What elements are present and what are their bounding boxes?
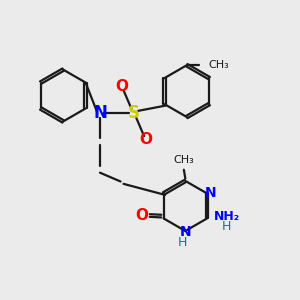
Text: N: N xyxy=(205,186,216,200)
Text: CH₃: CH₃ xyxy=(173,155,194,165)
Text: O: O xyxy=(139,132,152,147)
Text: O: O xyxy=(135,208,148,223)
Text: H: H xyxy=(221,220,231,233)
Text: O: O xyxy=(116,79,128,94)
Text: N: N xyxy=(179,225,191,239)
Text: N: N xyxy=(93,104,107,122)
Text: S: S xyxy=(128,104,140,122)
Text: NH₂: NH₂ xyxy=(214,211,241,224)
Text: CH₃: CH₃ xyxy=(208,60,229,70)
Text: H: H xyxy=(178,236,187,249)
